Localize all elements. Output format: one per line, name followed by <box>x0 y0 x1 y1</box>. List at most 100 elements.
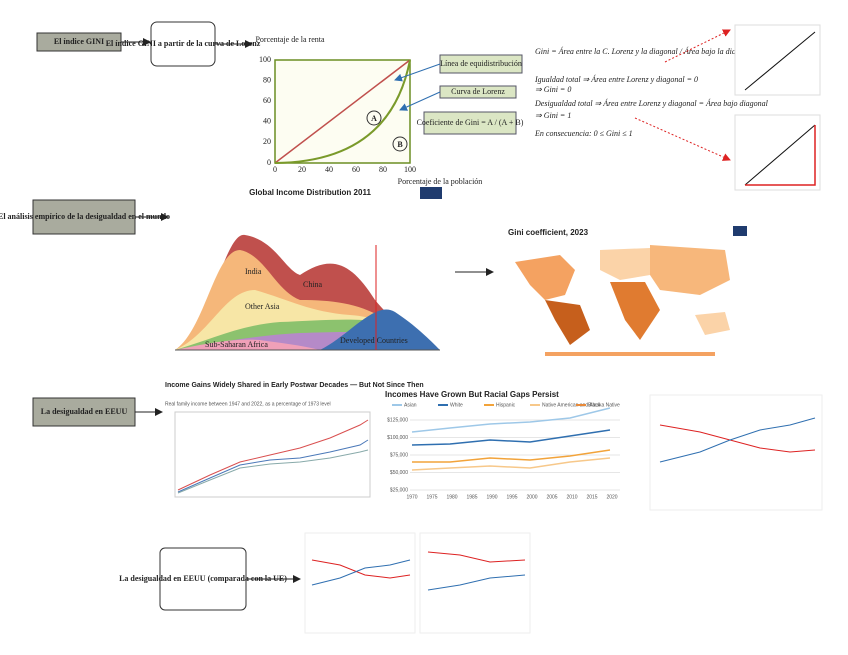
area-developed <box>320 309 440 350</box>
logo <box>420 187 442 199</box>
box-label: La desigualdad en EEUU (comparada con la… <box>119 574 287 583</box>
chart-title: Global Income Distribution 2011 <box>249 188 371 197</box>
us-eu-chart <box>649 394 823 511</box>
region-label: Developed Countries <box>340 336 408 345</box>
region <box>650 245 730 295</box>
y-tick-label: 100 <box>259 55 271 64</box>
axis-label: Porcentaje de la renta <box>255 35 325 44</box>
line <box>311 559 411 579</box>
x-tick-label: 100 <box>404 165 416 174</box>
y-tick-label: 60 <box>263 96 271 105</box>
formula: En consecuencia: 0 ≤ Gini ≤ 1 <box>534 129 633 138</box>
box <box>32 199 136 235</box>
diagonal <box>744 31 816 91</box>
box-text: El índice GINI a partir de la curva de L… <box>106 39 261 48</box>
y-tick-label: 40 <box>263 117 271 126</box>
lorenz-curve <box>274 59 411 164</box>
line <box>427 551 526 563</box>
area-label: B <box>397 140 403 149</box>
x-tick-label: 1990 <box>486 494 497 500</box>
line <box>412 449 611 463</box>
y-tick-label: $100,000 <box>387 435 408 441</box>
line <box>177 419 369 491</box>
title-text: Income Gains Widely Shared in Early Post… <box>165 382 424 389</box>
formulas: Gini = Área entre la C. Lorenz y la diag… <box>534 46 769 138</box>
us-gains-chart: Income Gains Widely Shared in Early Post… <box>165 382 424 498</box>
region <box>610 282 660 340</box>
gini-map: Gini coefficient, 2023 <box>508 226 747 356</box>
plot-frame <box>419 532 531 634</box>
x-tick-label: 2000 <box>526 494 537 500</box>
box-label: El índice GINI <box>54 37 104 46</box>
plot-frame <box>304 532 416 634</box>
legend-label: Black <box>588 402 601 408</box>
region <box>695 312 730 335</box>
callout-text: Curva de Lorenz <box>451 87 505 96</box>
axis-label: Porcentaje de la población <box>398 177 483 186</box>
region-label: Other Asia <box>245 302 280 311</box>
mini-charts <box>634 24 821 191</box>
line <box>177 449 369 494</box>
region-label: India <box>245 267 262 276</box>
x-tick-label: 2015 <box>586 494 597 500</box>
legend-swatch <box>392 404 402 406</box>
region <box>545 300 590 345</box>
chart-title: Gini coefficient, 2023 <box>508 228 589 237</box>
x-tick-label: 0 <box>273 165 277 174</box>
arrow <box>634 117 731 161</box>
mini-chart <box>734 24 821 96</box>
region-label: China <box>303 280 323 289</box>
callout-text: Línea de equidistribución <box>440 59 522 68</box>
box-label: El índice GINI a partir de la curva de L… <box>106 39 261 48</box>
chart-subtitle: Real family income between 1947 and 2022… <box>165 401 331 407</box>
y-tick-label: 0 <box>267 158 271 167</box>
area-label: A <box>371 114 377 123</box>
arrow <box>394 63 441 82</box>
curve <box>745 125 816 186</box>
line <box>411 429 611 446</box>
legend-label: White <box>450 402 463 408</box>
x-tick-label: 1995 <box>506 494 517 500</box>
x-tick-label: 2010 <box>566 494 577 500</box>
formula: ⇒ Gini = 1 <box>535 111 571 120</box>
y-tick-label: 20 <box>263 137 271 146</box>
x-tick-label: 1970 <box>406 494 417 500</box>
callout <box>423 111 517 135</box>
global-income-chart: Global Income Distribution 2011 India Ch… <box>175 187 442 351</box>
x-tick-label: 80 <box>379 165 387 174</box>
chart-title: Income Gains Widely Shared in Early Post… <box>165 382 424 389</box>
legend-swatch <box>576 404 586 406</box>
plot-frame <box>649 394 823 511</box>
axes: $125,000$100,000$75,000$50,000$25,000197… <box>387 417 620 500</box>
equality-line <box>274 59 411 164</box>
legend-label: Asian <box>404 402 417 408</box>
y-tick-label: $50,000 <box>390 470 408 476</box>
lorenz-chart: Porcentaje de la renta A B 00 20 20 40 40 60 6… <box>255 35 523 186</box>
area-marker <box>392 136 408 152</box>
box-label: La desigualdad en EEUU <box>41 407 128 416</box>
box <box>32 397 136 427</box>
chart-title: Incomes Have Grown But Racial Gaps Persi… <box>385 390 559 399</box>
region-label: Sub-Saharan Africa <box>205 340 268 349</box>
legend-label: Hispanic <box>496 402 516 408</box>
formula: Igualdad total ⇒ Área entre Lorenz y dia… <box>534 74 698 84</box>
racial-gaps-chart: Incomes Have Grown But Racial Gaps Persi… <box>385 390 620 500</box>
x-tick-label: 1980 <box>446 494 457 500</box>
x-tick-label: 1985 <box>466 494 477 500</box>
y-tick-label: $75,000 <box>390 452 408 458</box>
x-tick-label: 40 <box>325 165 333 174</box>
legend-swatch <box>484 404 494 406</box>
legend-bar <box>545 352 715 356</box>
y-tick-label: $25,000 <box>390 487 408 493</box>
logo <box>733 226 747 236</box>
line <box>427 574 526 591</box>
x-tick-label: 2020 <box>606 494 617 500</box>
line <box>411 407 611 433</box>
arrow <box>664 29 731 63</box>
x-tick-label: 2005 <box>546 494 557 500</box>
formula: Gini = Área entre la C. Lorenz y la diag… <box>535 46 755 56</box>
area-marker <box>366 110 382 126</box>
line <box>411 457 611 471</box>
mini-chart <box>734 114 821 191</box>
